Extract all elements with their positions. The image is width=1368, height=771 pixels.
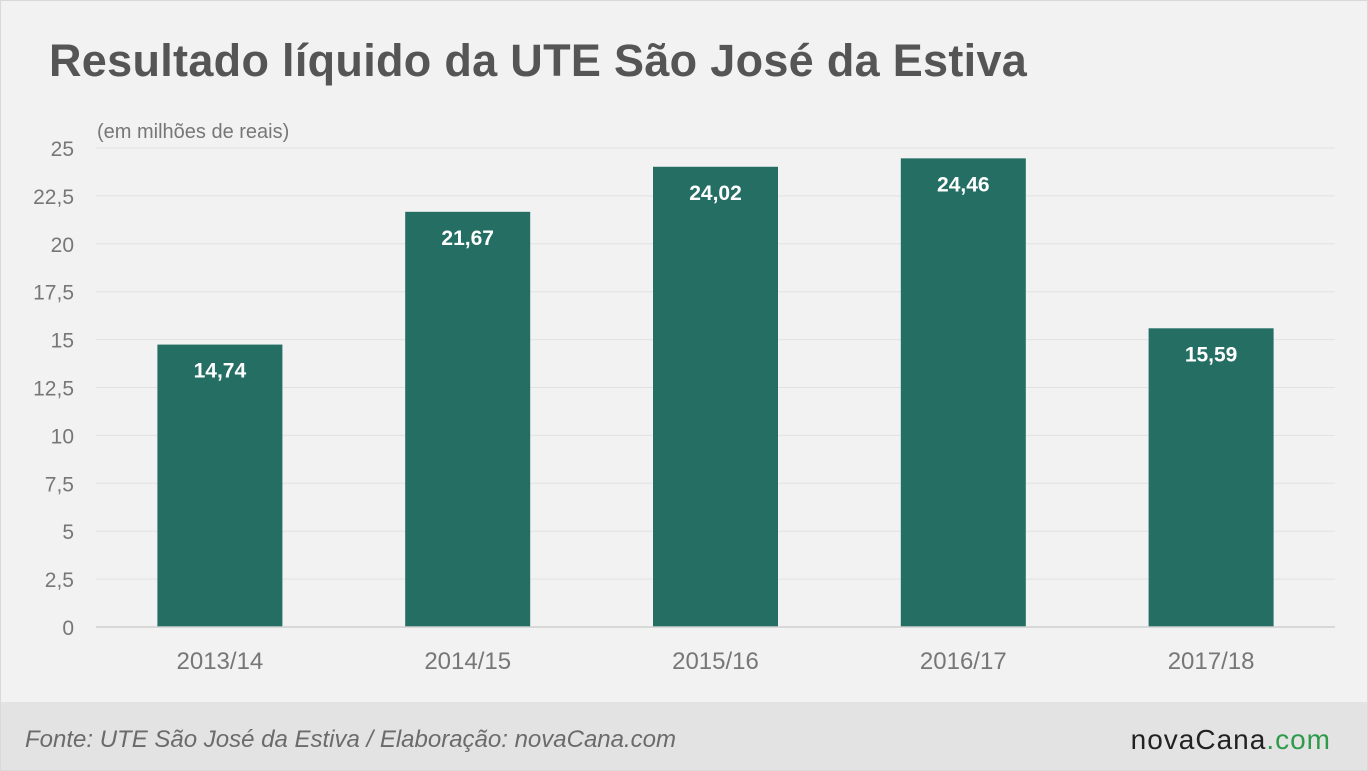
bar — [900, 158, 1026, 627]
bar-value-label: 21,67 — [441, 227, 494, 250]
y-tick-label: 22,5 — [33, 186, 74, 209]
bar-value-label: 24,02 — [689, 182, 742, 205]
y-tick-label: 15 — [51, 330, 74, 353]
source-note: Fonte: UTE São José da Estiva / Elaboraç… — [25, 726, 677, 753]
bar-value-label: 24,46 — [937, 173, 990, 196]
y-tick-label: 0 — [62, 617, 74, 640]
y-tick-label: 12,5 — [33, 378, 74, 401]
bar-value-label: 15,59 — [1185, 343, 1238, 366]
bar-chart: 0 2,5 5 7,5 10 12,5 15 17,5 20 22,5 25 14,74 21,67 2… — [33, 138, 1335, 675]
y-axis-ticks: 0 2,5 5 7,5 10 12,5 15 17,5 20 22,5 25 — [33, 138, 74, 640]
bars: 14,74 21,67 24,02 24,46 15,59 — [157, 158, 1274, 627]
y-tick-label: 2,5 — [45, 569, 74, 592]
novacana-logo: novaCana.com — [1131, 724, 1331, 756]
bar — [157, 344, 283, 627]
bar — [1148, 328, 1274, 627]
chart-subtitle: (em milhões de reais) — [97, 121, 290, 143]
bar — [405, 211, 531, 627]
y-tick-label: 25 — [51, 138, 74, 161]
x-tick-label: 2017/18 — [1168, 648, 1255, 675]
logo-text-nova: nova — [1130, 724, 1196, 755]
x-axis-ticks: 2013/14 2014/15 2015/16 2016/17 2017/18 — [177, 648, 1255, 675]
footer: Fonte: UTE São José da Estiva / Elaboraç… — [1, 702, 1367, 770]
y-tick-label: 7,5 — [45, 473, 74, 496]
y-tick-label: 17,5 — [33, 282, 74, 305]
logo-text-com: .com — [1266, 724, 1331, 755]
x-tick-label: 2016/17 — [920, 648, 1007, 675]
x-tick-label: 2015/16 — [672, 648, 759, 675]
y-tick-label: 10 — [51, 425, 74, 448]
x-tick-label: 2013/14 — [177, 648, 264, 675]
y-tick-label: 20 — [51, 234, 74, 257]
y-tick-label: 5 — [62, 521, 74, 544]
chart-title: Resultado líquido da UTE São José da Est… — [49, 35, 1028, 86]
logo-text-cana: Cana — [1195, 724, 1267, 755]
bar-value-label: 14,74 — [194, 360, 247, 383]
x-tick-label: 2014/15 — [424, 648, 511, 675]
bar — [653, 166, 778, 627]
